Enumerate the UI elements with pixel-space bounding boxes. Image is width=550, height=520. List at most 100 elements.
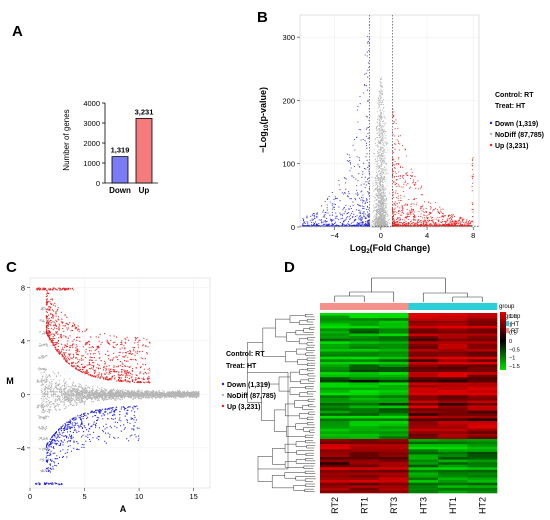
panel-b-point-up: [394, 148, 396, 150]
panel-b-point-down: [368, 223, 370, 225]
panel-c-point-nodiff: [41, 401, 43, 403]
panel-b-point-down: [365, 217, 367, 219]
panel-b-point-up: [394, 201, 396, 203]
panel-b-point-up: [423, 201, 425, 203]
panel-b-point-nodiff: [378, 204, 380, 206]
panel-b-point-nodiff: [384, 141, 386, 143]
panel-b-point-nodiff: [384, 200, 386, 202]
panel-b-point-nodiff: [381, 93, 383, 95]
panel-b-point-down: [316, 212, 318, 215]
panel-b-point-down: [364, 217, 366, 220]
panel-b-point-nodiff: [378, 212, 380, 214]
panel-b-point-down: [338, 206, 340, 208]
panel-b-point-up: [421, 225, 424, 227]
panel-b-point-up: [449, 220, 451, 222]
panel-c-point-nodiff: [48, 411, 50, 413]
panel-b-legend: Control: RT Treat: HT Down (1,319) NoDif…: [489, 92, 544, 150]
panel-b-point-down: [354, 139, 356, 141]
panel-b-point-up: [418, 221, 420, 224]
panel-b-point-down: [348, 154, 350, 156]
panel-b-point-nodiff: [380, 186, 382, 188]
panel-b-point-up: [458, 220, 460, 222]
panel-b-point-down: [362, 197, 364, 199]
panel-b-point-up: [394, 161, 396, 163]
panel-b-point-up: [453, 223, 455, 226]
panel-b-point-down: [343, 212, 345, 215]
panel-b-point-down: [346, 217, 348, 219]
panel-b-point-nodiff: [379, 202, 381, 205]
panel-b-point-up: [443, 216, 445, 218]
panel-b-point-down: [363, 200, 365, 202]
panel-b-point-nodiff: [379, 200, 381, 202]
panel-b-point-nodiff: [383, 169, 385, 171]
panel-b-point-up: [471, 203, 474, 205]
panel-b-point-nodiff: [380, 82, 383, 84]
panel-b-point-nodiff: [382, 130, 384, 133]
panel-b-point-down: [303, 221, 305, 223]
panel-b-point-up: [394, 128, 396, 130]
panel-b-point-nodiff: [382, 220, 384, 222]
panel-c-point-nodiff: [56, 376, 58, 378]
panel-b-point-nodiff: [374, 182, 377, 184]
panel-b-point-nodiff: [382, 101, 384, 103]
panel-b-point-down: [313, 223, 315, 225]
panel-b-point-up: [404, 222, 406, 224]
panel-b-point-down: [366, 153, 368, 155]
panel-b-point-up: [400, 224, 402, 226]
panel-b-point-nodiff: [376, 209, 378, 211]
panel-c-point-nodiff: [65, 392, 67, 395]
panel-b-point-nodiff: [385, 224, 387, 226]
panel-b-point-nodiff: [384, 216, 386, 218]
panel-b-point-down: [355, 189, 357, 191]
panel-b-point-nodiff: [382, 134, 384, 136]
panel-b-point-down: [312, 219, 314, 221]
panel-b-point-up: [450, 222, 453, 224]
panel-b-point-nodiff: [384, 149, 386, 151]
panel-c-point-nodiff: [109, 395, 111, 397]
panel-b-point-up: [410, 174, 412, 177]
panel-b-point-up: [397, 195, 399, 197]
panel-b-point-down: [344, 177, 346, 179]
panel-b-point-nodiff: [381, 144, 383, 146]
panel-b-point-nodiff: [386, 213, 388, 215]
panel-b-point-up: [445, 221, 447, 223]
panel-b-point-up: [413, 183, 415, 186]
panel-b-point-nodiff: [376, 158, 379, 160]
panel-b-point-down: [324, 200, 326, 202]
panel-b-point-nodiff: [381, 132, 383, 134]
panel-b-point-nodiff: [382, 204, 385, 206]
panel-b-point-up: [429, 220, 431, 222]
panel-b-point-nodiff: [376, 222, 378, 224]
panel-b-point-nodiff: [377, 163, 379, 165]
panel-b-point-up: [404, 149, 406, 151]
panel-b-point-nodiff: [383, 152, 385, 154]
panel-b-point-up: [442, 219, 444, 221]
panel-b-point-up: [472, 182, 474, 184]
panel-b-point-up: [442, 215, 444, 217]
panel-b-point-down: [311, 224, 313, 226]
panel-b-point-up: [394, 168, 396, 170]
panel-b-point-down: [367, 100, 369, 102]
panel-b-point-nodiff: [381, 135, 383, 137]
panel-b-point-down: [341, 213, 343, 215]
panel-b-point-down: [357, 164, 359, 166]
panel-b-point-down: [352, 221, 354, 223]
panel-b-point-nodiff: [379, 218, 381, 221]
panel-c-point-nodiff: [138, 390, 140, 392]
panel-b-point-up: [396, 139, 398, 141]
panel-c-point-nodiff: [48, 375, 51, 377]
panel-b-point-up: [439, 206, 441, 208]
panel-b-point-down: [335, 197, 337, 200]
panel-c-point-nodiff: [52, 371, 54, 373]
panel-b-point-down: [361, 212, 363, 214]
panel-b-point-nodiff: [385, 144, 388, 146]
panel-b-point-nodiff: [380, 140, 382, 142]
panel-b-point-down: [364, 186, 366, 189]
panel-b-point-down: [351, 175, 353, 177]
panel-b-point-nodiff: [382, 213, 384, 215]
panel-b-point-down: [316, 223, 318, 225]
panel-b-point-nodiff: [374, 142, 376, 144]
panel-b-point-nodiff: [379, 146, 381, 148]
panel-b-point-nodiff: [381, 140, 383, 142]
